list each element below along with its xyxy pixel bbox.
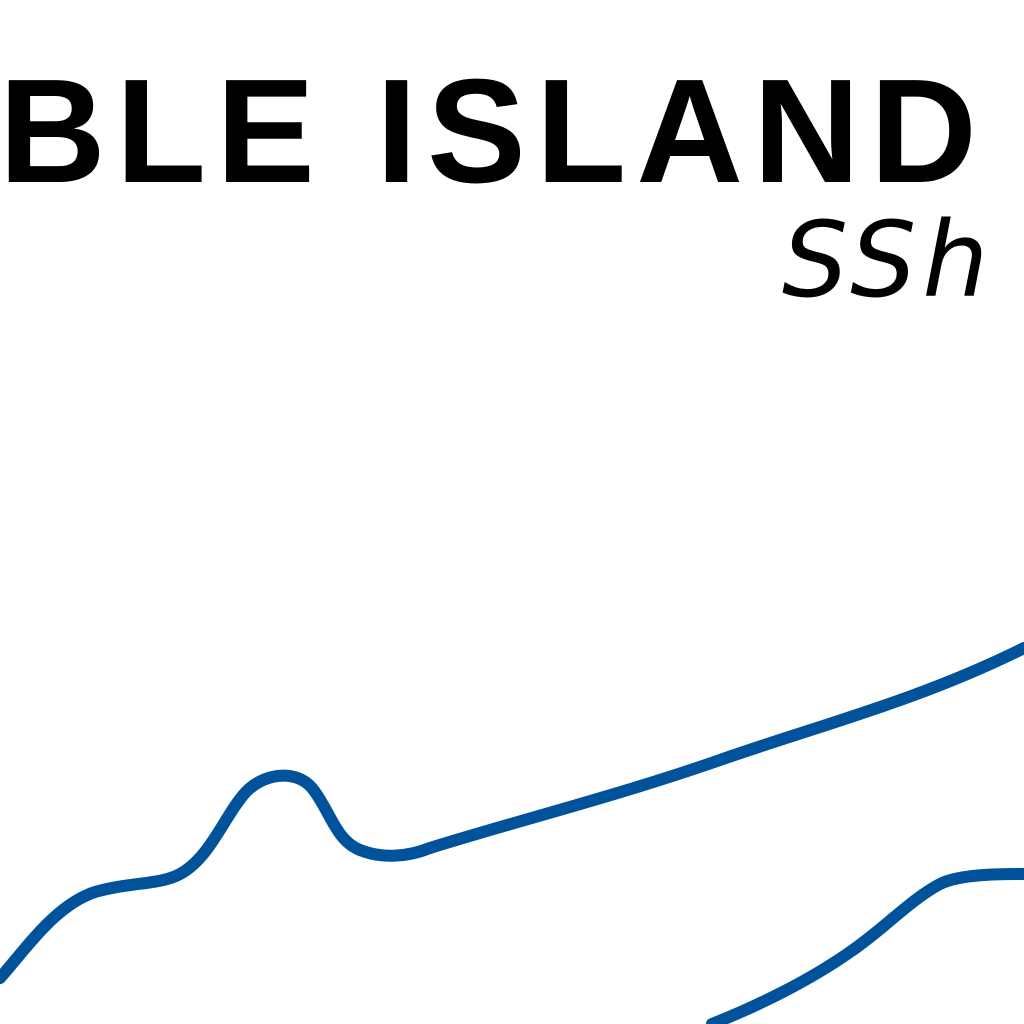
lower-coastline: [706, 868, 1024, 1024]
upper-coastline: [0, 642, 1024, 984]
map-subtitle: SSh: [782, 199, 995, 321]
map-title: ABLE ISLAND: [0, 49, 987, 214]
